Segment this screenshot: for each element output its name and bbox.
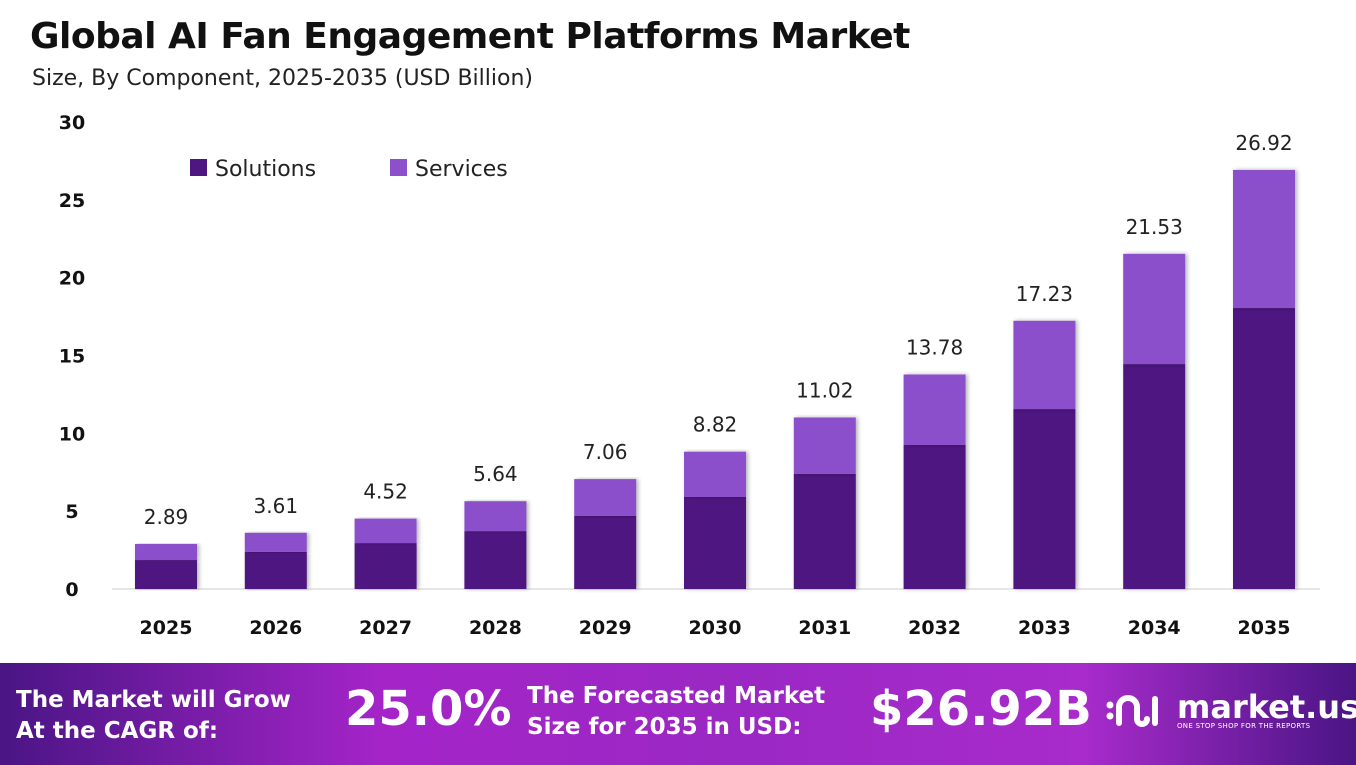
total-label: 11.02 [796, 378, 853, 402]
bar-solutions-2035 [1233, 308, 1295, 589]
bar-services-2026 [244, 532, 307, 552]
bar-solutions-2025 [135, 560, 197, 589]
x-tick-label: 2031 [798, 617, 851, 639]
x-tick-label: 2026 [249, 617, 302, 639]
bar-services-2033 [1013, 320, 1076, 410]
stacked-bar-chart: 0510152025302.8920253.6120264.5220275.64… [59, 112, 1320, 639]
bar-services-2032 [903, 374, 966, 446]
bar-services-2028 [464, 501, 527, 532]
y-tick-label: 15 [59, 346, 85, 368]
bar-services-2027 [354, 518, 417, 544]
bar-services-2034 [1123, 253, 1186, 365]
legend-swatch-services [390, 159, 407, 176]
market-us-logo: market.us ONE STOP SHOP FOR THE REPORTS [1105, 689, 1356, 733]
total-label: 26.92 [1235, 131, 1292, 155]
total-label: 2.89 [144, 505, 189, 529]
y-tick-label: 30 [59, 112, 85, 134]
bar-services-2025 [135, 544, 197, 561]
footer-banner: The Market will Grow At the CAGR of: 25.… [0, 663, 1356, 765]
bar-solutions-2034 [1123, 364, 1186, 589]
cagr-label-line2: At the CAGR of: [16, 718, 219, 744]
y-tick-label: 0 [65, 579, 78, 601]
x-tick-label: 2035 [1238, 617, 1291, 639]
x-tick-label: 2027 [359, 617, 412, 639]
x-tick-label: 2032 [908, 617, 961, 639]
total-label: 13.78 [906, 335, 963, 359]
bar-solutions-2029 [574, 515, 637, 589]
bar-solutions-2031 [793, 473, 856, 589]
x-tick-label: 2025 [140, 617, 193, 639]
y-tick-label: 10 [59, 423, 85, 445]
x-tick-label: 2030 [689, 617, 742, 639]
bar-solutions-2028 [464, 531, 527, 589]
legend-swatch-solutions [190, 159, 207, 176]
logo-name: market.us [1177, 688, 1356, 726]
y-tick-label: 25 [59, 190, 85, 212]
x-tick-label: 2033 [1018, 617, 1071, 639]
bar-solutions-2027 [354, 543, 417, 589]
total-label: 21.53 [1126, 215, 1183, 239]
total-label: 5.64 [473, 462, 518, 486]
forecast-label-line2: Size for 2035 in USD: [527, 714, 802, 740]
forecast-value: $26.92B [870, 681, 1092, 737]
bar-services-2031 [793, 417, 856, 474]
total-label: 8.82 [693, 413, 738, 437]
cagr-value: 25.0% [345, 681, 512, 737]
logo-icon [1106, 695, 1158, 727]
cagr-label-line1: The Market will Grow [16, 687, 291, 713]
x-tick-label: 2029 [579, 617, 632, 639]
bar-solutions-2033 [1013, 409, 1076, 589]
x-tick-label: 2028 [469, 617, 522, 639]
legend-label-services: Services [415, 157, 508, 182]
chart-subtitle: Size, By Component, 2025-2035 (USD Billi… [32, 66, 533, 91]
y-tick-label: 5 [65, 501, 78, 523]
total-label: 4.52 [363, 480, 408, 504]
bar-services-2035 [1233, 169, 1295, 309]
bar-services-2029 [574, 479, 637, 516]
total-label: 7.06 [583, 440, 628, 464]
legend-label-solutions: Solutions [215, 157, 316, 182]
total-label: 3.61 [254, 494, 299, 518]
bar-solutions-2026 [244, 551, 307, 589]
bar-solutions-2032 [903, 445, 966, 589]
forecast-label-line1: The Forecasted Market [527, 683, 826, 709]
bar-solutions-2030 [684, 497, 746, 589]
logo-tagline: ONE STOP SHOP FOR THE REPORTS [1177, 722, 1311, 730]
total-label: 17.23 [1016, 282, 1073, 306]
x-tick-label: 2034 [1128, 617, 1181, 639]
y-tick-label: 20 [59, 268, 85, 290]
chart-title: Global AI Fan Engagement Platforms Marke… [30, 16, 910, 57]
bar-services-2030 [684, 451, 746, 498]
forecast-label: The Forecasted Market Size for 2035 in U… [527, 681, 825, 743]
cagr-label: The Market will Grow At the CAGR of: [16, 685, 291, 747]
